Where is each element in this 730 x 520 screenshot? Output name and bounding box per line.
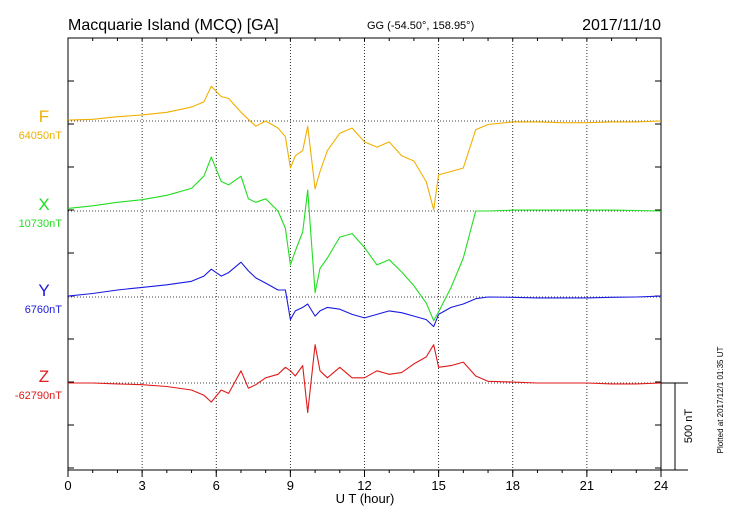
series-line-y	[67, 261, 662, 328]
series-baseline-z: -62790nT	[15, 390, 62, 402]
series-baseline-y: 6760nT	[25, 304, 63, 316]
x-tick-label: 21	[580, 478, 594, 493]
scale-bar: 500 nT	[661, 382, 695, 471]
series-traces	[67, 85, 662, 414]
series-name-f: F	[39, 107, 49, 126]
plotted-at-note: Plotted at 2017/12/1 01:35 UT	[716, 347, 725, 454]
x-tick-label: 6	[213, 478, 220, 493]
series-line-z	[68, 344, 662, 414]
x-tick-label: 12	[357, 478, 371, 493]
x-tick-label: 9	[287, 478, 294, 493]
x-tick-label: 15	[431, 478, 445, 493]
series-name-y: Y	[38, 281, 49, 300]
grid-lines	[141, 38, 588, 470]
x-tick-label: 3	[139, 478, 146, 493]
series-name-x: X	[38, 195, 49, 214]
x-tick-label: 0	[64, 478, 71, 493]
series-labels: F 64050nT X 10730nT Y 6760nT Z -62790nT	[15, 107, 62, 402]
series-name-z: Z	[39, 367, 49, 386]
x-axis-label: U T (hour)	[336, 491, 395, 506]
x-tick-label: 18	[506, 478, 520, 493]
series-line-x	[67, 156, 662, 322]
date-label: 2017/11/10	[582, 17, 661, 34]
series-line-f	[67, 85, 662, 211]
scale-bar-label: 500 nT	[683, 409, 695, 444]
station-coordinates: GG (-54.50°, 158.95°)	[367, 20, 474, 32]
x-tick-label: 24	[654, 478, 668, 493]
station-title: Macquarie Island (MCQ) [GA]	[68, 17, 279, 34]
series-baseline-x: 10730nT	[19, 218, 63, 230]
axis-ticks: 0 3 6 9 12 15 18 21 24	[64, 38, 668, 493]
series-baseline-f: 64050nT	[19, 130, 63, 142]
